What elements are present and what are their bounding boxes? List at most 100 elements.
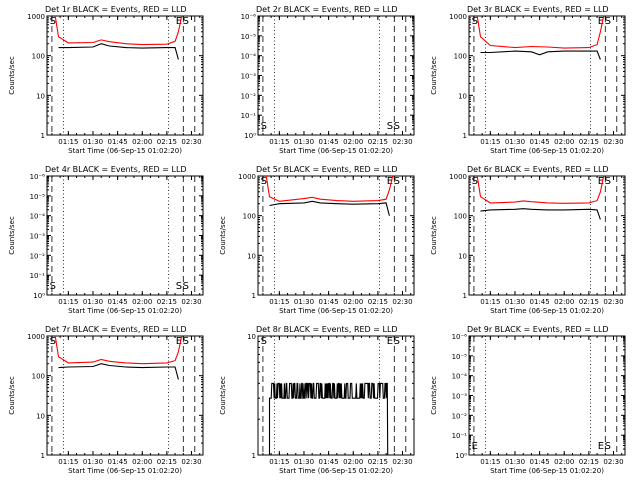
x-tick-label: 01:45: [530, 138, 550, 146]
x-tick-label: 02:30: [603, 458, 623, 466]
marker-label: S: [472, 16, 478, 27]
y-tick-label: 10⁻⁵: [30, 193, 46, 201]
marker-label: S: [183, 336, 189, 347]
plot-frame: [46, 335, 204, 456]
x-tick-label: 02:00: [132, 458, 152, 466]
y-tick-label: 10: [247, 252, 256, 260]
chart-title: Det 4r BLACK = Events, RED = LLD: [45, 165, 187, 174]
x-tick-label: 02:00: [554, 138, 574, 146]
chart-panel: Det 8r BLACK = Events, RED = LLD 1 10 Count…: [219, 325, 415, 475]
x-tick-label: 02:30: [392, 458, 412, 466]
x-axis-label: Start Time (06-Sep-15 01:02:20): [490, 307, 604, 315]
y-tick-label: 10⁻³: [241, 73, 257, 81]
y-tick-label: 1: [41, 452, 45, 460]
series-line: [480, 208, 601, 220]
chart-title: Det 1r BLACK = Events, RED = LLD: [45, 5, 187, 14]
y-axis-label: Counts/sec: [430, 376, 438, 415]
marker-label: S: [261, 176, 267, 187]
x-tick-label: 01:15: [58, 298, 78, 306]
x-tick-label: 01:45: [108, 458, 128, 466]
x-tick-label: 02:15: [157, 458, 177, 466]
y-axis-label: Counts/sec: [8, 376, 16, 415]
x-tick-label: 02:30: [603, 298, 623, 306]
marker-label: E: [598, 441, 604, 452]
y-tick-label: 100: [32, 373, 45, 381]
y-axis-label: Counts/sec: [8, 56, 16, 95]
x-axis-label: Start Time (06-Sep-15 01:02:20): [68, 467, 182, 475]
y-axis-label: Counts/sec: [430, 216, 438, 255]
x-tick-label: 02:15: [368, 298, 388, 306]
series-line: [476, 15, 605, 49]
marker-label: S: [605, 16, 611, 27]
x-tick-label: 02:00: [132, 138, 152, 146]
y-tick-label: 1: [252, 292, 256, 300]
y-tick-label: 10⁻⁶: [452, 333, 468, 341]
y-axis-label: Counts/sec: [219, 216, 227, 255]
y-axis-label: Counts/sec: [8, 216, 16, 255]
chart-title: Det 3r BLACK = Events, RED = LLD: [467, 5, 609, 14]
y-tick-label: 10: [458, 252, 467, 260]
x-tick-label: 01:15: [269, 298, 289, 306]
x-tick-label: 01:15: [269, 458, 289, 466]
y-axis-label: Counts/sec: [430, 56, 438, 95]
x-tick-label: 02:15: [157, 298, 177, 306]
chart-title: Det 8r BLACK = Events, RED = LLD: [256, 325, 398, 334]
series-line: [269, 200, 390, 216]
chart-title: Det 5r BLACK = Events, RED = LLD: [256, 165, 398, 174]
x-tick-label: 02:15: [368, 458, 388, 466]
series-line: [58, 363, 179, 380]
chart-title: Det 6r BLACK = Events, RED = LLD: [467, 165, 609, 174]
y-tick-label: 100: [32, 53, 45, 61]
y-tick-label: 100: [243, 213, 256, 221]
chart-panel: Det 6r BLACK = Events, RED = LLD 1 10 100 10…: [430, 165, 626, 315]
y-tick-label: 1: [252, 452, 256, 460]
x-tick-label: 02:30: [181, 298, 201, 306]
y-tick-label: 10: [36, 412, 45, 420]
y-tick-label: 1000: [27, 333, 45, 341]
x-tick-label: 02:15: [579, 138, 599, 146]
marker-label: E: [387, 336, 393, 347]
marker-label: E: [387, 176, 393, 187]
chart-panel: Det 4r BLACK = Events, RED = LLD 10⁰ 10⁻¹ 1…: [8, 165, 204, 315]
x-tick-label: 02:15: [579, 458, 599, 466]
x-axis-label: Start Time (06-Sep-15 01:02:20): [279, 147, 393, 155]
plot-frame: [46, 175, 204, 296]
y-tick-label: 1000: [27, 13, 45, 21]
x-axis-label: Start Time (06-Sep-15 01:02:20): [279, 467, 393, 475]
x-tick-label: 02:15: [368, 138, 388, 146]
x-tick-label: 01:45: [530, 458, 550, 466]
y-tick-label: 10⁻⁴: [30, 213, 46, 221]
chart-title: Det 9r BLACK = Events, RED = LLD: [467, 325, 609, 334]
x-tick-label: 02:30: [603, 138, 623, 146]
y-tick-label: 10⁰: [33, 292, 45, 300]
y-tick-label: 10⁻⁶: [241, 13, 257, 21]
x-tick-label: 01:45: [530, 298, 550, 306]
y-tick-label: 10⁻²: [452, 412, 468, 420]
y-tick-label: 10⁻⁵: [452, 353, 468, 361]
plot-frame: [257, 15, 415, 136]
x-tick-label: 01:15: [58, 458, 78, 466]
x-tick-label: 01:15: [480, 138, 500, 146]
y-tick-label: 10⁻⁵: [241, 33, 257, 41]
x-tick-label: 02:15: [157, 138, 177, 146]
y-tick-label: 10⁻⁴: [241, 53, 257, 61]
x-axis-label: Start Time (06-Sep-15 01:02:20): [68, 307, 182, 315]
x-axis-label: Start Time (06-Sep-15 01:02:20): [279, 307, 393, 315]
marker-label: S: [50, 16, 56, 27]
y-tick-label: 10⁰: [244, 132, 256, 140]
x-tick-label: 02:00: [343, 298, 363, 306]
x-tick-label: 01:15: [58, 138, 78, 146]
marker-label: E: [176, 16, 182, 27]
x-tick-label: 02:00: [343, 458, 363, 466]
marker-label: S: [50, 336, 56, 347]
marker-label: S: [387, 121, 393, 132]
x-tick-label: 02:00: [554, 298, 574, 306]
series-line: [54, 335, 183, 365]
marker-label: S: [176, 281, 182, 292]
x-tick-label: 01:15: [480, 298, 500, 306]
marker-label: S: [394, 121, 400, 132]
plot-frame: [257, 175, 415, 296]
y-axis-label: Counts/sec: [219, 376, 227, 415]
series-line: [480, 50, 601, 60]
